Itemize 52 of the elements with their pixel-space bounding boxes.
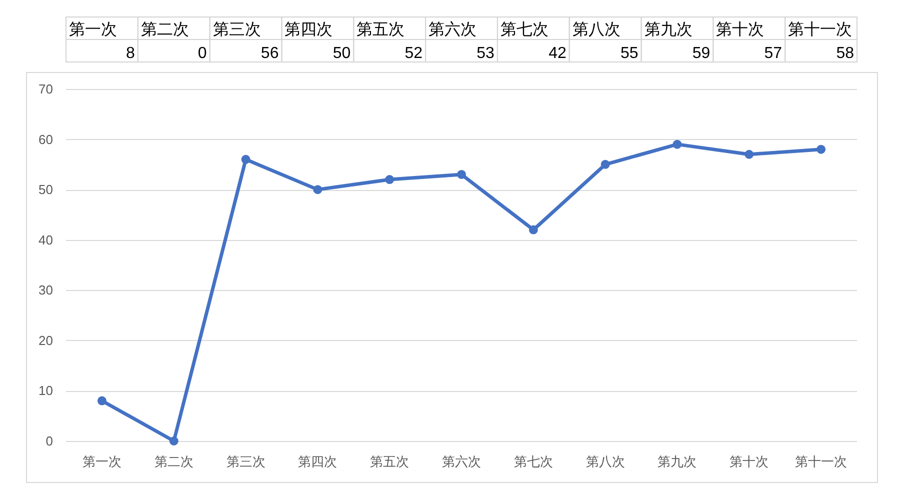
point [744, 150, 754, 159]
data-label: 52 [404, 45, 423, 62]
x-tick-label: 第五次 [370, 454, 410, 469]
point [672, 140, 682, 149]
x-tick-label: 第四次 [298, 454, 338, 469]
data-label: 8 [126, 45, 135, 62]
x-tick-label: 第二次 [154, 454, 194, 469]
table-header: 第二次 [140, 22, 189, 38]
data-label: 58 [836, 45, 854, 62]
point [385, 175, 394, 184]
table-header: 第九次 [644, 22, 692, 38]
data-label: 42 [548, 45, 566, 62]
y-tick-label: 0 [46, 434, 53, 448]
table-header: 第三次 [212, 22, 261, 38]
point [528, 225, 538, 234]
x-tick-label: 第一次 [82, 454, 122, 469]
x-tick-label: 第十次 [730, 454, 769, 469]
table-header: 第四次 [284, 22, 333, 38]
table-header: 第一次 [69, 22, 117, 38]
x-tick-label: 第七次 [514, 454, 553, 469]
y-tick-label: 20 [38, 332, 53, 348]
y-tick-label: 30 [38, 282, 53, 298]
point [97, 396, 106, 406]
y-tick-label: 50 [38, 182, 53, 198]
point [600, 160, 610, 169]
y-tick-label: 10 [38, 383, 53, 398]
table-header: 第十一次 [788, 22, 852, 38]
data-label: 57 [764, 45, 782, 62]
x-tick-label: 第十一次 [795, 454, 848, 469]
y-tick-label: 40 [38, 232, 53, 248]
y-tick-label: 60 [38, 132, 53, 147]
x-tick-label: 第九次 [658, 454, 697, 469]
table-header: 第七次 [500, 22, 548, 38]
table-header: 第十次 [716, 22, 764, 38]
table-header: 第六次 [428, 22, 477, 38]
data-label: 53 [476, 45, 494, 62]
x-tick-label: 第八次 [586, 454, 625, 469]
point [313, 185, 322, 194]
data-label: 56 [260, 45, 279, 62]
table-header: 第八次 [572, 22, 620, 38]
x-tick-label: 第六次 [442, 454, 481, 469]
point [457, 170, 466, 179]
point [241, 154, 250, 164]
y-tick-label: 70 [38, 82, 53, 96]
point [816, 144, 826, 154]
table-header: 第五次 [356, 22, 405, 38]
data-label: 59 [692, 45, 710, 62]
data-label: 50 [332, 45, 351, 62]
point [169, 436, 178, 446]
data-label: 0 [198, 45, 207, 62]
data-label: 55 [620, 45, 638, 62]
x-tick-label: 第三次 [226, 454, 266, 469]
